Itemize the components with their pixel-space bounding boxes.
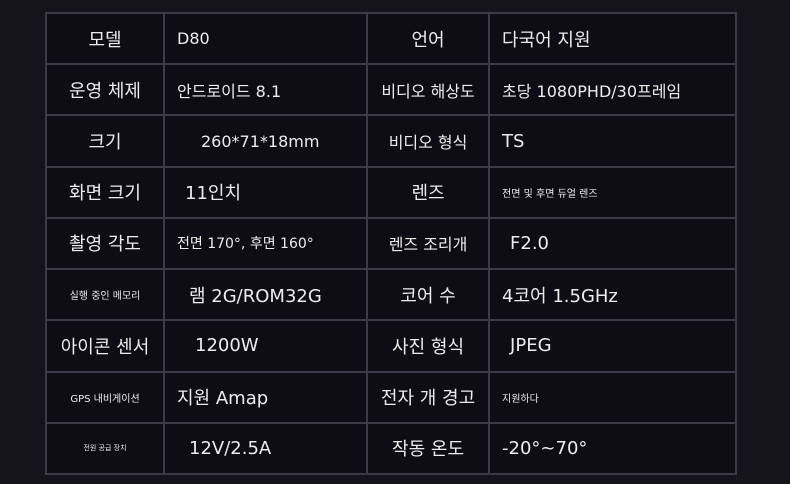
spec-value: 램 2G/ROM32G (162, 268, 369, 322)
spec-label: 비디오 형식 (366, 114, 491, 168)
spec-label: 아이콘 센서 (45, 319, 165, 373)
spec-label: 크기 (45, 114, 165, 168)
spec-row: 촬영 각도 전면 170°, 후면 160° 렌즈 조리개 F2.0 (45, 216, 737, 271)
spec-value: 안드로이드 8.1 (162, 63, 369, 117)
spec-label: 작동 온도 (366, 421, 491, 476)
spec-value: -20°~70° (488, 421, 737, 476)
spec-label: 렌즈 (366, 165, 491, 219)
spec-label: 촬영 각도 (45, 216, 165, 271)
spec-label: 화면 크기 (45, 165, 165, 219)
spec-row: 실행 중인 메모리 램 2G/ROM32G 코어 수 4코어 1.5GHz (45, 268, 737, 322)
spec-value: 초당 1080PHD/30프레임 (488, 63, 737, 117)
spec-label: 비디오 해상도 (366, 63, 491, 117)
spec-label: 렌즈 조리개 (366, 216, 491, 271)
spec-row: 아이콘 센서 1200W 사진 형식 JPEG (45, 319, 737, 373)
spec-value: 전면 및 후면 듀얼 렌즈 (488, 165, 737, 219)
spec-value: 전면 170°, 후면 160° (162, 216, 369, 271)
spec-value: 1200W (162, 319, 369, 373)
spec-row: 운영 체제 안드로이드 8.1 비디오 해상도 초당 1080PHD/30프레임 (45, 63, 737, 117)
spec-row: 화면 크기 11인치 렌즈 전면 및 후면 듀얼 렌즈 (45, 165, 737, 219)
spec-row: 전원 공급 장치 12V/2.5A 작동 온도 -20°~70° (45, 421, 737, 476)
spec-label: 모델 (45, 11, 165, 66)
spec-row: GPS 내비게이션 지원 Amap 전자 개 경고 지원하다 (45, 370, 737, 424)
spec-label: 코어 수 (366, 268, 491, 322)
spec-table: 모델 D80 언어 다국어 지원 운영 체제 안드로이드 8.1 비디오 해상도 초당 108… (45, 11, 737, 476)
spec-value: 4코어 1.5GHz (488, 268, 737, 322)
spec-label: 실행 중인 메모리 (45, 268, 165, 322)
spec-value: 지원하다 (488, 370, 737, 424)
spec-value: F2.0 (488, 216, 737, 271)
spec-value: 11인치 (162, 165, 369, 219)
spec-label: 전원 공급 장치 (45, 421, 165, 476)
spec-value: 12V/2.5A (162, 421, 369, 476)
spec-label: 운영 체제 (45, 63, 165, 117)
spec-value: D80 (162, 11, 369, 66)
spec-value: 지원 Amap (162, 370, 369, 424)
spec-label: 전자 개 경고 (366, 370, 491, 424)
spec-value: JPEG (488, 319, 737, 373)
spec-value: 다국어 지원 (488, 11, 737, 66)
spec-value: TS (488, 114, 737, 168)
spec-row: 크기 260*71*18mm 비디오 형식 TS (45, 114, 737, 168)
spec-value: 260*71*18mm (162, 114, 369, 168)
spec-label: 언어 (366, 11, 491, 66)
spec-label: 사진 형식 (366, 319, 491, 373)
spec-row: 모델 D80 언어 다국어 지원 (45, 11, 737, 66)
spec-label: GPS 내비게이션 (45, 370, 165, 424)
